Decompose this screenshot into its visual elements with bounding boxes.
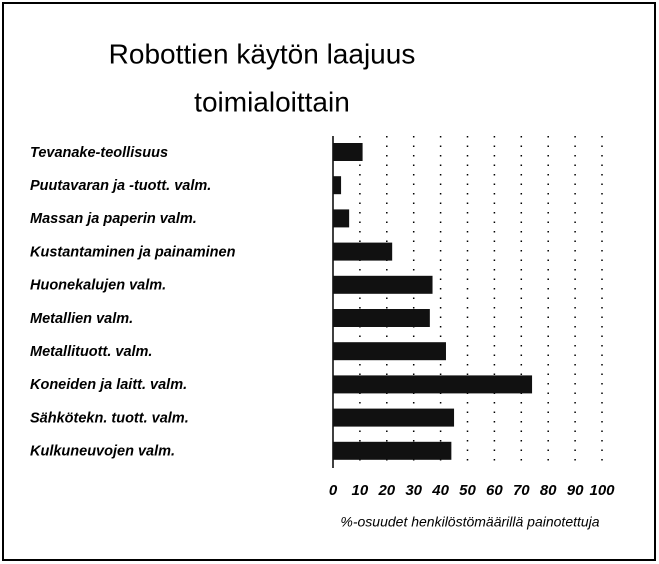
y-tick-label: Massan ja paperin valm.: [30, 211, 197, 227]
x-tick-label: 70: [513, 482, 530, 499]
bar: [333, 275, 433, 294]
y-tick-label: Kulkuneuvojen valm.: [30, 444, 175, 460]
x-tick-label: 60: [486, 482, 503, 499]
x-axis-label: %-osuudet henkilöstömäärillä painotettuj…: [340, 514, 599, 530]
bar: [333, 143, 363, 161]
y-tick-label: Metallien valm.: [30, 311, 133, 327]
y-tick-label: Metallituott. valm.: [30, 344, 152, 360]
x-tick-label: 50: [459, 482, 476, 499]
y-tick-label: Kustantaminen ja painaminen: [30, 244, 236, 260]
y-tick-label: Puutavaran ja -tuott. valm.: [30, 178, 211, 194]
bar: [333, 375, 533, 394]
y-tick-label: Koneiden ja laitt. valm.: [30, 377, 187, 393]
x-tick-label: 80: [540, 482, 557, 499]
x-tick-label: 0: [329, 482, 338, 499]
x-tick-label: 20: [377, 482, 395, 499]
bar: [333, 408, 455, 427]
bar: [333, 342, 446, 361]
y-tick-label: Tevanake-teollisuus: [30, 145, 168, 161]
bar: [333, 441, 452, 460]
x-tick-label: 40: [431, 482, 449, 499]
x-tick-label: 10: [352, 482, 369, 499]
x-tick-label: 90: [567, 482, 584, 499]
chart-title: toimialoittain: [194, 86, 350, 117]
x-tick-label: 30: [405, 482, 422, 499]
x-tick-label: 100: [589, 482, 615, 499]
y-tick-label: Sähkötekn. tuott. valm.: [30, 410, 189, 426]
chart-title: Robottien käytön laajuus: [109, 38, 416, 69]
bar: [333, 309, 430, 327]
bar: [333, 242, 393, 261]
bar: [333, 176, 342, 195]
bar: [333, 209, 350, 228]
y-tick-label: Huonekalujen valm.: [30, 278, 166, 294]
